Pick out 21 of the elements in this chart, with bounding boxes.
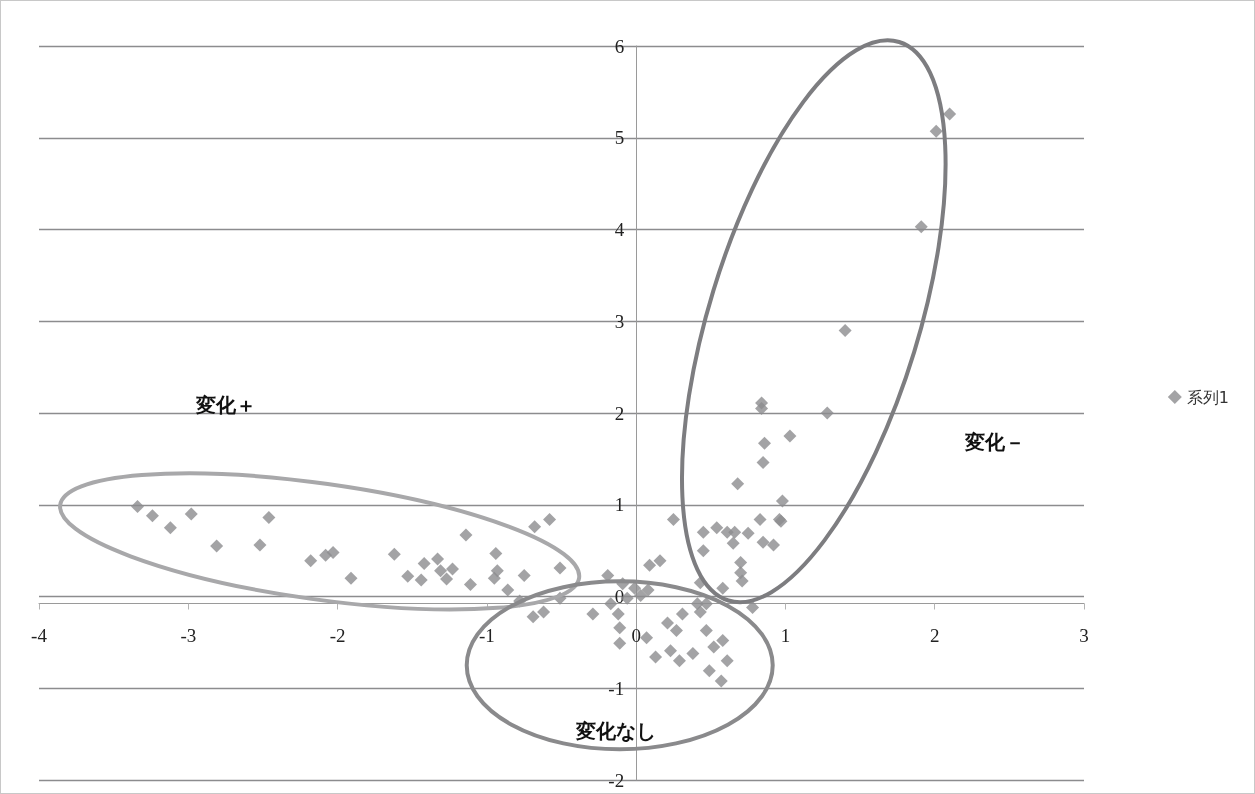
- x-tick-label: 2: [929, 624, 940, 646]
- x-tick-label: -2: [329, 624, 346, 646]
- x-tick-label: 0: [631, 624, 641, 646]
- x-tick-label: -4: [31, 624, 48, 646]
- y-tick-label: 3: [614, 310, 625, 332]
- annotation: 変化なし: [576, 717, 657, 745]
- legend-label: 系列1: [1186, 387, 1230, 407]
- y-tick-label: -1: [608, 677, 625, 699]
- y-tick-label: 0: [614, 586, 625, 607]
- x-tick-label: -1: [478, 624, 495, 646]
- y-tick-label: 1: [614, 494, 625, 516]
- x-tick-label: 3: [1079, 624, 1089, 646]
- y-tick-label: -2: [608, 769, 625, 791]
- y-tick-label: 5: [614, 127, 625, 149]
- y-tick-label: 6: [614, 35, 625, 57]
- y-tick-label: 4: [614, 219, 625, 240]
- x-tick-label: 1: [780, 624, 791, 646]
- y-tick-label: 2: [614, 402, 625, 424]
- x-tick-label: -3: [180, 624, 197, 646]
- annotation: 変化－: [964, 428, 1025, 456]
- annotation: 変化＋: [195, 391, 256, 419]
